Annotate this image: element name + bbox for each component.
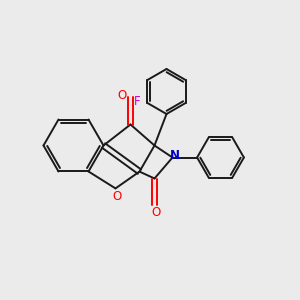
Text: O: O bbox=[112, 190, 122, 203]
Text: F: F bbox=[134, 95, 141, 108]
Text: O: O bbox=[118, 88, 127, 102]
Text: O: O bbox=[152, 206, 160, 220]
Text: N: N bbox=[170, 148, 180, 162]
